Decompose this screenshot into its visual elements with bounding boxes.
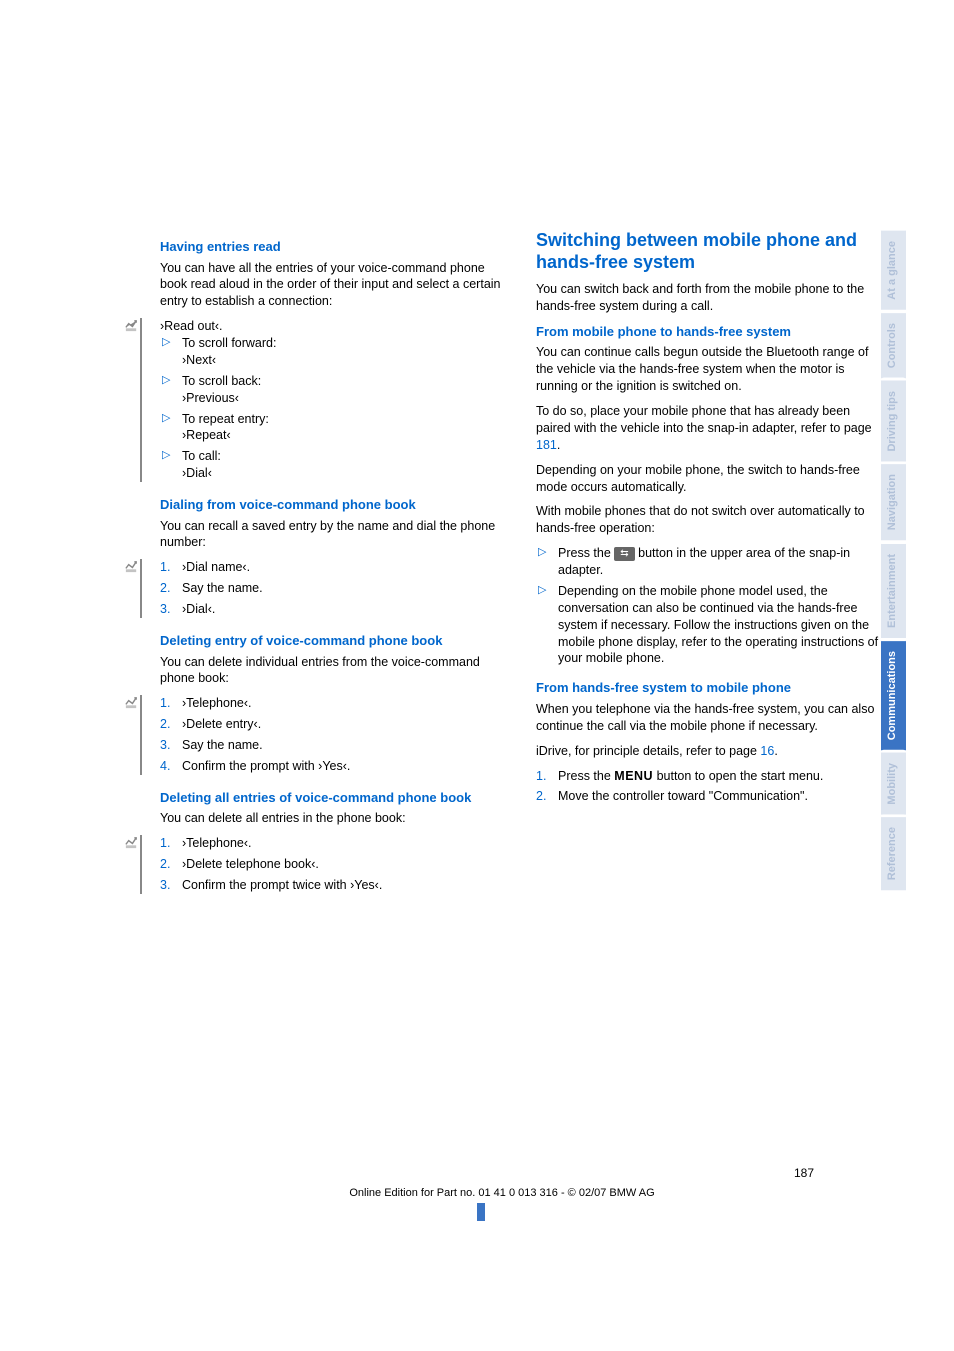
list-item: To repeat entry:›Repeat‹ bbox=[146, 411, 508, 445]
list-item: 2.Say the name. bbox=[146, 580, 508, 597]
heading-from-mobile: From mobile phone to hands-free system bbox=[536, 323, 884, 341]
list-item: 3.Say the name. bbox=[146, 737, 508, 754]
heading-dialing: Dialing from voice-command phone book bbox=[160, 496, 508, 514]
voice-block-delete-entry: 1.›Telephone‹. 2.›Delete entry‹. 3.Say t… bbox=[140, 695, 508, 775]
tab-entertainment[interactable]: Entertainment bbox=[881, 541, 906, 638]
list-item: 1.›Dial name‹. bbox=[146, 559, 508, 576]
paragraph: You can switch back and forth from the m… bbox=[536, 281, 884, 315]
voice-block-delete-all: 1.›Telephone‹. 2.›Delete telephone book‹… bbox=[140, 835, 508, 894]
list-item: 3.›Dial‹. bbox=[146, 601, 508, 618]
readout-cmd: ›Read out‹. bbox=[146, 318, 508, 335]
heading-deleting-entry: Deleting entry of voice-command phone bo… bbox=[160, 632, 508, 650]
list-item: To scroll back:›Previous‹ bbox=[146, 373, 508, 407]
paragraph: You can continue calls begun outside the… bbox=[536, 344, 884, 395]
paragraph: To do so, place your mobile phone that h… bbox=[536, 403, 884, 454]
paragraph: Depending on your mobile phone, the swit… bbox=[536, 462, 884, 496]
from-mobile-bullets: Press the ⇆ button in the upper area of … bbox=[536, 545, 884, 667]
page: Having entries read You can have all the… bbox=[0, 0, 954, 1351]
list-item: 2.›Delete telephone book‹. bbox=[146, 856, 508, 873]
voice-icon bbox=[124, 835, 139, 850]
right-column: Switching between mobile phone and hands… bbox=[536, 230, 884, 898]
delete-entry-steps: 1.›Telephone‹. 2.›Delete entry‹. 3.Say t… bbox=[146, 695, 508, 775]
voice-block-dialing: 1.›Dial name‹. 2.Say the name. 3.›Dial‹. bbox=[140, 559, 508, 618]
tab-reference[interactable]: Reference bbox=[881, 814, 906, 890]
readout-options: To scroll forward:›Next‹ To scroll back:… bbox=[146, 335, 508, 482]
voice-icon bbox=[124, 695, 139, 710]
voice-icon bbox=[124, 318, 139, 333]
dialing-steps: 1.›Dial name‹. 2.Say the name. 3.›Dial‹. bbox=[146, 559, 508, 618]
heading-deleting-all: Deleting all entries of voice-command ph… bbox=[160, 789, 508, 807]
heading-from-hf: From hands-free system to mobile phone bbox=[536, 679, 884, 697]
tab-mobility[interactable]: Mobility bbox=[881, 750, 906, 815]
list-item: 3.Confirm the prompt twice with ›Yes‹. bbox=[146, 877, 508, 894]
footer-text: Online Edition for Part no. 01 41 0 013 … bbox=[160, 1186, 844, 1201]
list-item: 2.Move the controller toward "Communicat… bbox=[536, 788, 884, 805]
voice-block-readout: ›Read out‹. To scroll forward:›Next‹ To … bbox=[140, 318, 508, 482]
menu-button-label: MENU bbox=[614, 769, 653, 783]
list-item: Depending on the mobile phone model used… bbox=[536, 583, 884, 667]
list-item: Press the ⇆ button in the upper area of … bbox=[536, 545, 884, 579]
tab-navigation[interactable]: Navigation bbox=[881, 461, 906, 540]
paragraph: You can have all the entries of your voi… bbox=[160, 260, 508, 311]
heading-switching: Switching between mobile phone and hands… bbox=[536, 230, 884, 273]
list-item: 1.›Telephone‹. bbox=[146, 835, 508, 852]
delete-all-steps: 1.›Telephone‹. 2.›Delete telephone book‹… bbox=[146, 835, 508, 894]
transfer-button-icon: ⇆ bbox=[614, 547, 634, 561]
paragraph: When you telephone via the hands-free sy… bbox=[536, 701, 884, 735]
page-number: 187 bbox=[794, 1165, 814, 1181]
content-columns: Having entries read You can have all the… bbox=[160, 230, 884, 898]
tab-controls[interactable]: Controls bbox=[881, 310, 906, 378]
from-hf-steps: 1. Press the MENU button to open the sta… bbox=[536, 768, 884, 806]
left-column: Having entries read You can have all the… bbox=[160, 230, 508, 898]
paragraph: With mobile phones that do not switch ov… bbox=[536, 503, 884, 537]
list-item: 1.›Telephone‹. bbox=[146, 695, 508, 712]
voice-icon bbox=[124, 559, 139, 574]
list-item: 4.Confirm the prompt with ›Yes‹. bbox=[146, 758, 508, 775]
tab-driving-tips[interactable]: Driving tips bbox=[881, 378, 906, 462]
page-link-16[interactable]: 16 bbox=[760, 744, 774, 758]
tab-communications[interactable]: Communications bbox=[881, 638, 906, 750]
paragraph: You can delete individual entries from t… bbox=[160, 654, 508, 688]
tab-at-a-glance[interactable]: At a glance bbox=[881, 228, 906, 310]
page-link-181[interactable]: 181 bbox=[536, 438, 557, 452]
list-item: To scroll forward:›Next‹ bbox=[146, 335, 508, 369]
page-marker bbox=[477, 1203, 485, 1221]
paragraph: You can recall a saved entry by the name… bbox=[160, 518, 508, 552]
heading-having-entries: Having entries read bbox=[160, 238, 508, 256]
side-tabs: At a glance Controls Driving tips Naviga… bbox=[881, 228, 906, 891]
list-item: 1. Press the MENU button to open the sta… bbox=[536, 768, 884, 785]
list-item: 2.›Delete entry‹. bbox=[146, 716, 508, 733]
paragraph: iDrive, for principle details, refer to … bbox=[536, 743, 884, 760]
list-item: To call:›Dial‹ bbox=[146, 448, 508, 482]
paragraph: You can delete all entries in the phone … bbox=[160, 810, 508, 827]
